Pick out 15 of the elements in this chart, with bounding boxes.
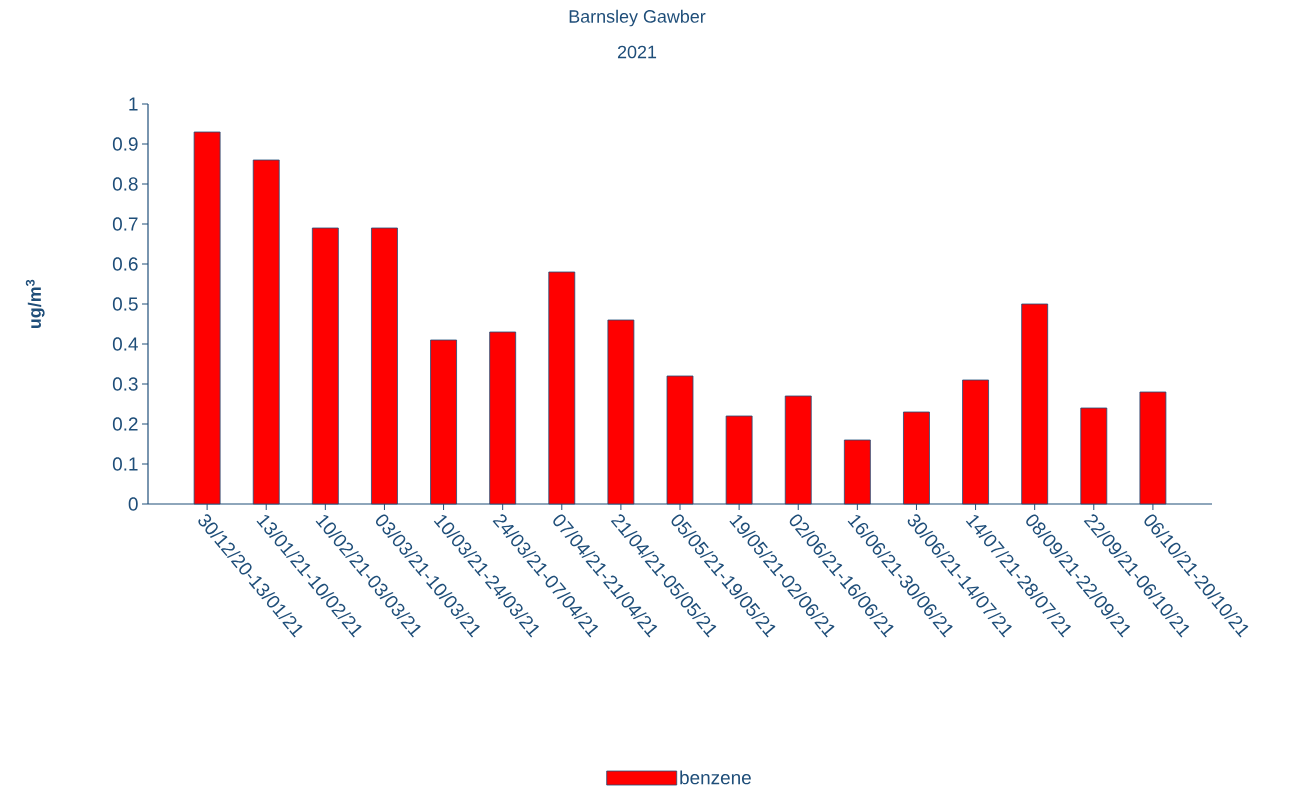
y-tick-label: 0.7 (112, 217, 138, 231)
chart-title: Barnsley Gawber (569, 9, 706, 27)
y-tick-label: 0.4 (112, 337, 138, 351)
legend-label: benzene (680, 770, 751, 785)
y-tick-label: 1 (129, 97, 138, 111)
y-tick-label: 0.2 (112, 417, 138, 431)
y-axis-title: ug/m$^{3}$ (25, 279, 45, 329)
y-tick-label: 0.9 (112, 137, 138, 151)
y-tick-label: 0.8 (112, 177, 138, 191)
chart-subtitle: 2021 (617, 45, 657, 59)
y-tick-label: 0 (128, 497, 138, 511)
y-tick-label: 0.1 (112, 457, 138, 471)
y-tick-label: 0.5 (112, 297, 138, 311)
y-tick-label: 0.3 (112, 377, 138, 391)
y-tick-label: 0.6 (112, 257, 138, 271)
